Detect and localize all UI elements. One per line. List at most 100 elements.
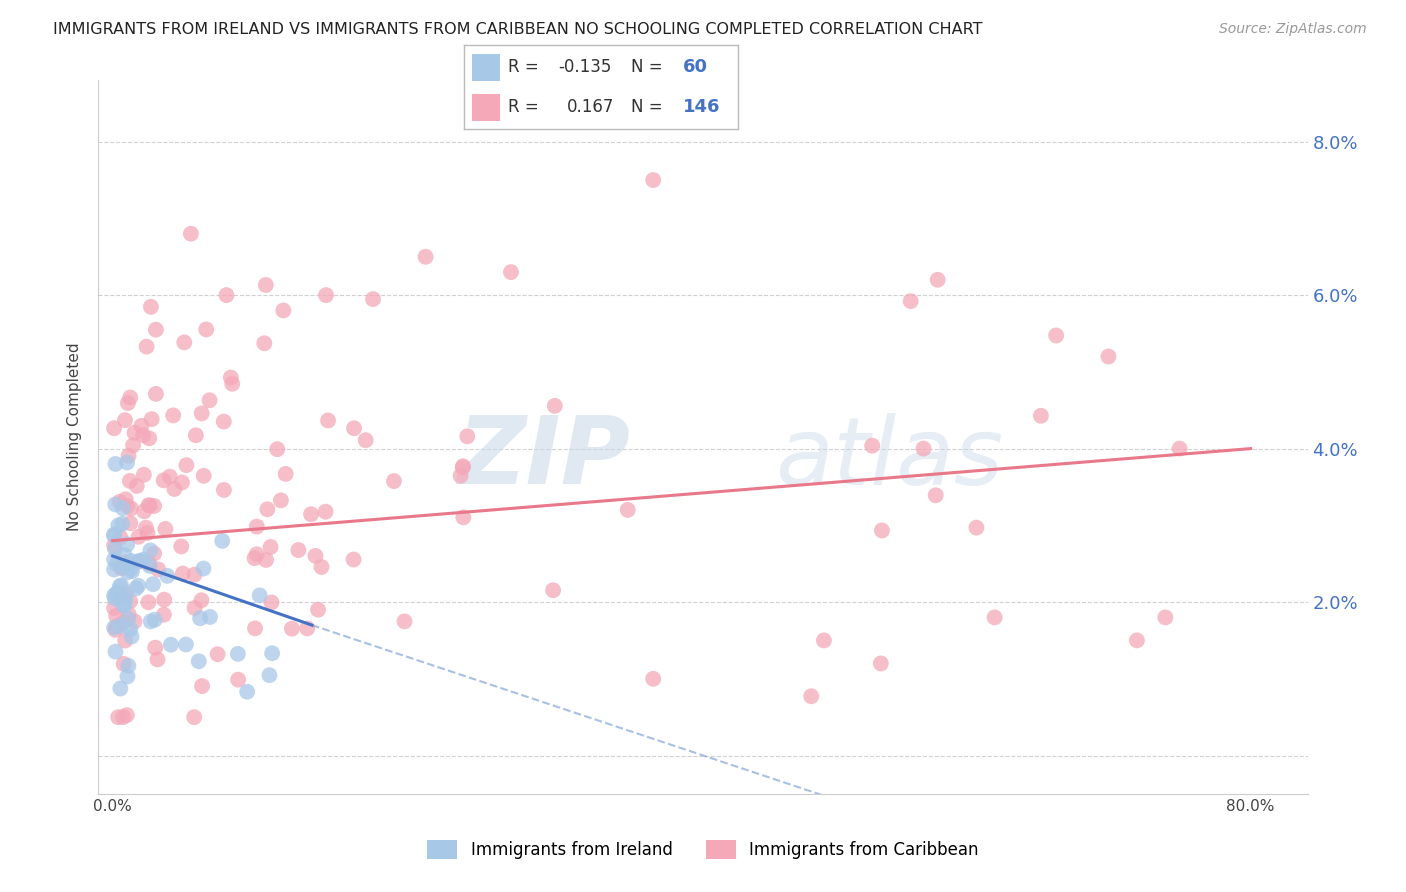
- Point: [120, 561, 142, 575]
- Point: [307, 603, 329, 617]
- Point: [122, 438, 145, 452]
- Point: [354, 433, 377, 447]
- Point: [246, 519, 269, 533]
- Point: [243, 621, 266, 635]
- Point: [800, 690, 823, 704]
- Point: [184, 428, 207, 442]
- Point: [311, 560, 333, 574]
- Point: [1168, 442, 1191, 456]
- Point: [124, 615, 146, 629]
- Point: [925, 488, 948, 502]
- Point: [117, 499, 139, 513]
- Point: [114, 598, 136, 612]
- Point: [110, 681, 132, 696]
- Point: [132, 553, 155, 567]
- Point: [299, 507, 322, 521]
- Point: [198, 610, 221, 624]
- Point: [195, 322, 218, 336]
- Point: [112, 710, 135, 724]
- Point: [120, 501, 142, 516]
- Point: [172, 566, 194, 581]
- Point: [297, 622, 319, 636]
- Point: [115, 708, 138, 723]
- Point: [211, 533, 233, 548]
- Text: 60: 60: [683, 59, 709, 77]
- Point: [103, 527, 125, 541]
- Point: [143, 499, 166, 513]
- Point: [361, 292, 384, 306]
- Point: [243, 551, 266, 566]
- Point: [110, 560, 132, 574]
- Point: [114, 548, 136, 562]
- Point: [183, 567, 205, 582]
- Point: [139, 615, 162, 629]
- Point: [499, 265, 522, 279]
- Point: [254, 553, 277, 567]
- Point: [287, 543, 309, 558]
- Point: [191, 679, 214, 693]
- Point: [128, 554, 150, 568]
- Point: [643, 173, 665, 187]
- Point: [1029, 409, 1052, 423]
- Point: [127, 579, 149, 593]
- Point: [193, 468, 215, 483]
- Legend: Immigrants from Ireland, Immigrants from Caribbean: Immigrants from Ireland, Immigrants from…: [419, 831, 987, 868]
- Point: [270, 493, 292, 508]
- Point: [132, 428, 155, 442]
- Point: [124, 425, 146, 440]
- Point: [128, 530, 150, 544]
- Point: [1126, 633, 1149, 648]
- Point: [143, 547, 166, 561]
- Point: [146, 652, 169, 666]
- Point: [382, 474, 405, 488]
- Point: [139, 300, 162, 314]
- Point: [120, 391, 142, 405]
- Point: [174, 638, 197, 652]
- Point: [266, 442, 288, 457]
- Point: [114, 633, 136, 648]
- Point: [198, 393, 221, 408]
- Point: [112, 591, 135, 605]
- Point: [112, 657, 135, 671]
- Point: [193, 561, 215, 575]
- Point: [114, 492, 136, 507]
- Point: [121, 630, 143, 644]
- Point: [145, 387, 167, 401]
- Point: [315, 288, 337, 302]
- Point: [118, 607, 141, 622]
- Point: [221, 376, 243, 391]
- Point: [112, 559, 135, 574]
- Point: [138, 498, 160, 512]
- Point: [121, 554, 143, 568]
- Point: [273, 303, 295, 318]
- Point: [142, 577, 165, 591]
- Point: [253, 336, 276, 351]
- Point: [162, 409, 184, 423]
- Point: [259, 668, 281, 682]
- Point: [900, 294, 922, 309]
- Point: [226, 647, 249, 661]
- Text: R =: R =: [508, 59, 538, 77]
- Point: [616, 503, 638, 517]
- Point: [170, 540, 193, 554]
- Point: [451, 459, 474, 474]
- Point: [219, 370, 242, 384]
- Point: [212, 415, 235, 429]
- Point: [141, 412, 163, 426]
- Point: [1154, 610, 1177, 624]
- Point: [112, 615, 135, 630]
- Point: [153, 607, 176, 622]
- Point: [152, 473, 174, 487]
- Point: [117, 537, 139, 551]
- Point: [138, 431, 160, 445]
- Point: [120, 594, 142, 608]
- Point: [983, 610, 1005, 624]
- Point: [343, 421, 366, 435]
- Point: [544, 399, 567, 413]
- Bar: [472, 54, 499, 81]
- Point: [394, 615, 416, 629]
- Point: [207, 647, 229, 661]
- Point: [117, 612, 139, 626]
- Point: [135, 340, 157, 354]
- Text: IMMIGRANTS FROM IRELAND VS IMMIGRANTS FROM CARIBBEAN NO SCHOOLING COMPLETED CORR: IMMIGRANTS FROM IRELAND VS IMMIGRANTS FR…: [53, 22, 983, 37]
